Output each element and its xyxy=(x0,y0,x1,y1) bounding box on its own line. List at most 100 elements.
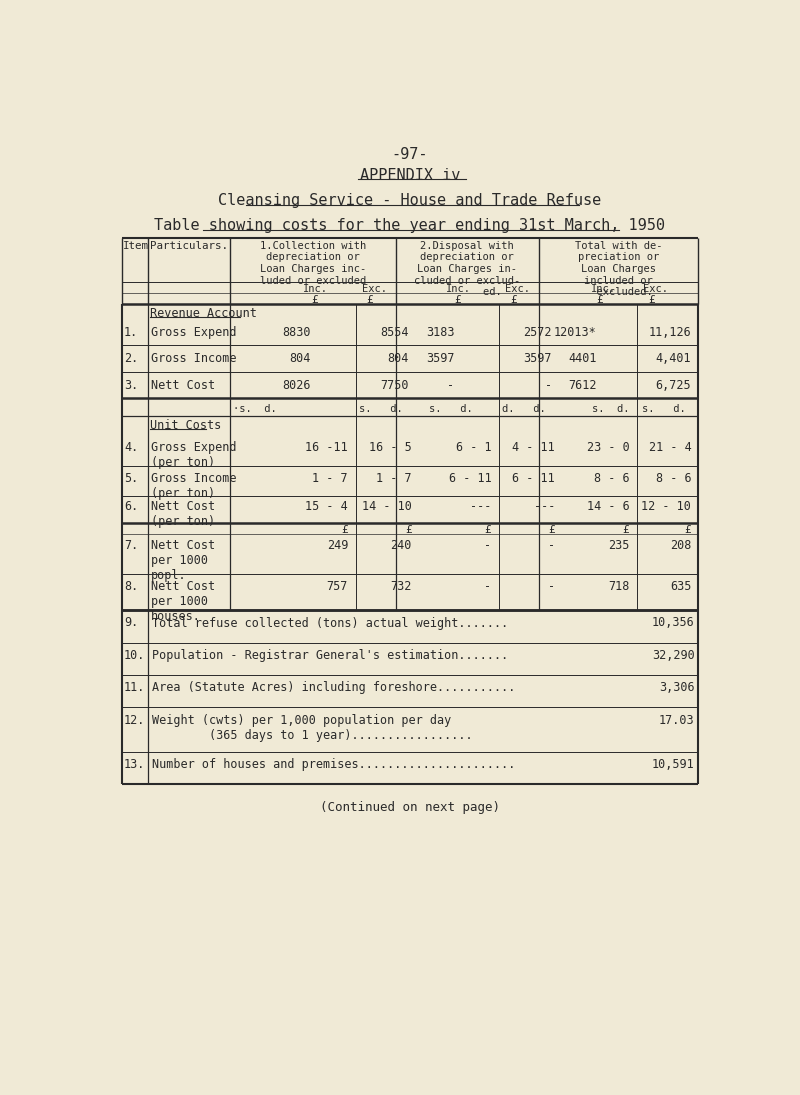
Text: 3,306: 3,306 xyxy=(659,681,694,694)
Text: Total with de-
preciation or
Loan Charges
included or
  excluded.: Total with de- preciation or Loan Charge… xyxy=(574,241,662,297)
Text: Number of houses and premises......................: Number of houses and premises...........… xyxy=(152,758,515,771)
Text: 23 - 0: 23 - 0 xyxy=(586,441,630,454)
Text: 4,401: 4,401 xyxy=(656,353,691,366)
Text: Revenue Account: Revenue Account xyxy=(150,307,258,320)
Text: Nett Cost
per 1000
popl.: Nett Cost per 1000 popl. xyxy=(151,539,215,581)
Text: 8830: 8830 xyxy=(282,326,310,339)
Text: Total refuse collected (tons) actual weight.......: Total refuse collected (tons) actual wei… xyxy=(152,616,508,630)
Text: £: £ xyxy=(548,525,555,534)
Text: s.  d.: s. d. xyxy=(592,404,630,414)
Text: d.   d.: d. d. xyxy=(502,404,546,414)
Text: 7750: 7750 xyxy=(380,379,409,392)
Text: 4.: 4. xyxy=(124,441,138,454)
Text: 3597: 3597 xyxy=(426,353,454,366)
Text: Table showing costs for the year ending 31st March, 1950: Table showing costs for the year ending … xyxy=(154,218,666,232)
Text: -: - xyxy=(484,539,491,552)
Text: -: - xyxy=(548,579,555,592)
Text: £: £ xyxy=(310,295,318,304)
Text: Area (Statute Acres) including foreshore...........: Area (Statute Acres) including foreshore… xyxy=(152,681,515,694)
Text: 9.: 9. xyxy=(124,616,138,630)
Text: 1 - 7: 1 - 7 xyxy=(312,472,348,485)
Text: 6,725: 6,725 xyxy=(656,379,691,392)
Text: 2.Disposal with
depreciation or
Loan Charges in-
cluded or exclud-
        ed.: 2.Disposal with depreciation or Loan Cha… xyxy=(414,241,521,297)
Text: 732: 732 xyxy=(390,579,411,592)
Text: 21 - 4: 21 - 4 xyxy=(649,441,691,454)
Text: Exc.: Exc. xyxy=(362,284,387,293)
Text: Nett Cost
(per ton): Nett Cost (per ton) xyxy=(151,500,215,528)
Text: 8026: 8026 xyxy=(282,379,310,392)
Text: 4 - 11: 4 - 11 xyxy=(512,441,555,454)
Text: 804: 804 xyxy=(290,353,310,366)
Text: -: - xyxy=(484,579,491,592)
Text: s.   d.: s. d. xyxy=(430,404,473,414)
Text: 8 - 6: 8 - 6 xyxy=(656,472,691,485)
Text: £: £ xyxy=(510,295,517,304)
Text: 3597: 3597 xyxy=(523,353,552,366)
Text: £: £ xyxy=(648,295,654,304)
Text: 249: 249 xyxy=(326,539,348,552)
Text: Inc.: Inc. xyxy=(303,284,328,293)
Text: 8 - 6: 8 - 6 xyxy=(594,472,630,485)
Text: 3.: 3. xyxy=(124,379,138,392)
Text: 208: 208 xyxy=(670,539,691,552)
Text: 12.: 12. xyxy=(124,714,146,726)
Text: Item: Item xyxy=(123,241,150,251)
Text: 16 -11: 16 -11 xyxy=(306,441,348,454)
Text: 12013*: 12013* xyxy=(554,326,597,339)
Text: (Continued on next page): (Continued on next page) xyxy=(320,802,500,815)
Text: Exc.: Exc. xyxy=(643,284,668,293)
Text: 1.: 1. xyxy=(124,326,138,339)
Text: -97-: -97- xyxy=(392,147,428,162)
Text: 7612: 7612 xyxy=(568,379,597,392)
Text: Particulars.: Particulars. xyxy=(150,241,228,251)
Text: 10,356: 10,356 xyxy=(652,616,694,630)
Text: Gross Income: Gross Income xyxy=(151,353,237,366)
Text: 12 - 10: 12 - 10 xyxy=(642,500,691,514)
Text: 235: 235 xyxy=(608,539,630,552)
Text: ---: --- xyxy=(470,500,491,514)
Text: £: £ xyxy=(405,525,411,534)
Text: 7.: 7. xyxy=(124,539,138,552)
Text: s.   d.: s. d. xyxy=(359,404,402,414)
Text: -: - xyxy=(548,539,555,552)
Text: 6 - 11: 6 - 11 xyxy=(512,472,555,485)
Text: Nett Cost
per 1000
houses.: Nett Cost per 1000 houses. xyxy=(151,579,215,623)
Text: 3183: 3183 xyxy=(426,326,454,339)
Text: 17.03: 17.03 xyxy=(659,714,694,726)
Text: APPENDIX iv: APPENDIX iv xyxy=(360,168,460,183)
Text: ·s.  d.: ·s. d. xyxy=(234,404,277,414)
Text: 240: 240 xyxy=(390,539,411,552)
Text: 6 - 1: 6 - 1 xyxy=(456,441,491,454)
Text: Population - Registrar General's estimation.......: Population - Registrar General's estimat… xyxy=(152,649,508,661)
Text: Exc.: Exc. xyxy=(506,284,530,293)
Text: 10,591: 10,591 xyxy=(652,758,694,771)
Text: 11.: 11. xyxy=(124,681,146,694)
Text: 14 - 6: 14 - 6 xyxy=(586,500,630,514)
Text: ---: --- xyxy=(534,500,555,514)
Text: 10.: 10. xyxy=(124,649,146,661)
Text: 16 - 5: 16 - 5 xyxy=(369,441,411,454)
Text: Inc.: Inc. xyxy=(590,284,615,293)
Text: 2.: 2. xyxy=(124,353,138,366)
Text: -: - xyxy=(447,379,454,392)
Text: £: £ xyxy=(597,295,603,304)
Text: Inc.: Inc. xyxy=(446,284,471,293)
Text: 8.: 8. xyxy=(124,579,138,592)
Text: Unit Costs: Unit Costs xyxy=(150,419,222,433)
Text: £: £ xyxy=(454,295,461,304)
Text: 4401: 4401 xyxy=(568,353,597,366)
Text: 718: 718 xyxy=(608,579,630,592)
Text: 1.Collection with
depreciation or
Loan Charges inc-
luded or excluded: 1.Collection with depreciation or Loan C… xyxy=(260,241,366,286)
Text: 1 - 7: 1 - 7 xyxy=(376,472,411,485)
Text: 635: 635 xyxy=(670,579,691,592)
Text: 14 - 10: 14 - 10 xyxy=(362,500,411,514)
Text: 6 - 11: 6 - 11 xyxy=(449,472,491,485)
Text: Cleansing Service - House and Trade Refuse: Cleansing Service - House and Trade Refu… xyxy=(218,193,602,208)
Text: 13.: 13. xyxy=(124,758,146,771)
Text: 804: 804 xyxy=(387,353,409,366)
Text: Gross Income
(per ton): Gross Income (per ton) xyxy=(151,472,237,499)
Text: Gross Expend: Gross Expend xyxy=(151,326,237,339)
Text: £: £ xyxy=(485,525,491,534)
Text: £: £ xyxy=(685,525,691,534)
Text: Gross Expend
(per ton): Gross Expend (per ton) xyxy=(151,441,237,469)
